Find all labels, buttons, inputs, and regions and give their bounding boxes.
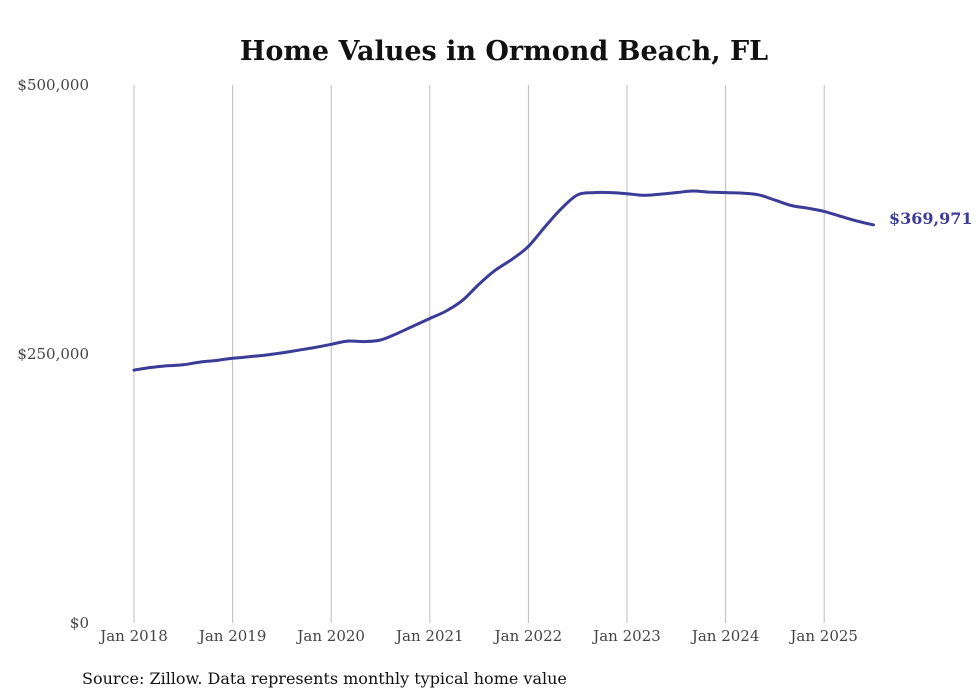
chart-title: Home Values in Ormond Beach, FL — [240, 36, 768, 67]
y-tick-label: $250,000 — [17, 345, 89, 363]
end-value-label: $369,971 — [889, 209, 973, 228]
y-tick-label: $0 — [70, 614, 89, 632]
x-tick-label: Jan 2025 — [788, 627, 858, 645]
x-tick-label: Jan 2021 — [394, 627, 464, 645]
x-tick-label: Jan 2019 — [197, 627, 267, 645]
x-tick-label: Jan 2020 — [295, 627, 365, 645]
y-tick-label: $500,000 — [17, 76, 89, 94]
grid-lines — [133, 85, 825, 623]
x-axis-labels: Jan 2018 Jan 2019 Jan 2020 Jan 2021 Jan 2022… — [98, 627, 858, 645]
series-line — [132, 189, 875, 372]
series-group — [132, 189, 875, 372]
source-note: Source: Zillow. Data represents monthly … — [82, 669, 567, 688]
x-tick-label: Jan 2023 — [591, 627, 661, 645]
y-axis-labels: $0 $250,000 $500,000 — [17, 76, 89, 632]
x-tick-label: Jan 2018 — [98, 627, 168, 645]
x-tick-label: Jan 2022 — [493, 627, 563, 645]
x-tick-label: Jan 2024 — [690, 627, 760, 645]
